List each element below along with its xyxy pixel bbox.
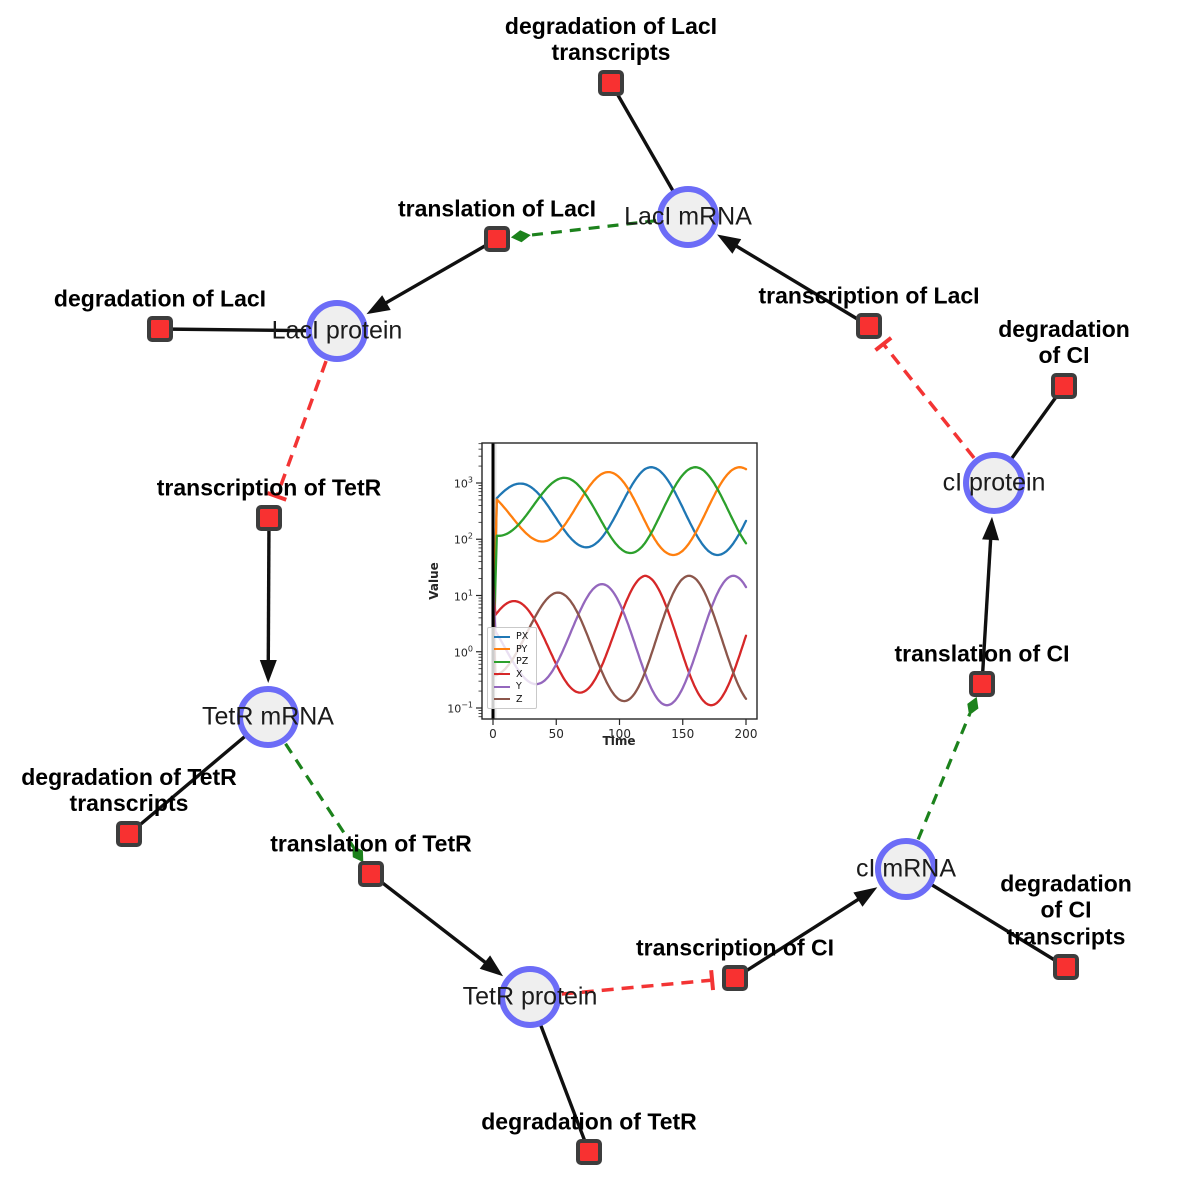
legend-swatch-PZ [494, 660, 510, 663]
edge-ci-mrna-translation-ci [916, 712, 972, 841]
y-tick-label: 102 [453, 531, 473, 547]
timeseries-inset-plot: Value Time PX PY PZ X Y Z 103 102 101 100 10−1 0 50… [425, 435, 775, 770]
reaction-node-transcription-ci[interactable] [722, 965, 748, 991]
edge-tetr-protein-transcription-ci [561, 978, 713, 996]
edge-tetr-mrna-translation-tetr [284, 742, 355, 849]
legend-label: PY [516, 643, 528, 655]
series-line-PY [491, 466, 748, 670]
legend-label: Z [516, 693, 523, 705]
chart-legend: PX PY PZ X Y Z [487, 627, 538, 709]
y-tick-label: 103 [453, 475, 473, 491]
legend-entry-X: X [494, 668, 528, 680]
reaction-node-degradation-ci[interactable] [1051, 373, 1077, 399]
edge-tetr-mrna-translation-tetr-diamond [352, 845, 364, 863]
species-node-laci-protein[interactable] [306, 300, 368, 362]
edge-translation-ci-ci-protein [980, 528, 993, 685]
reaction-node-transcription-laci[interactable] [856, 313, 882, 339]
edge-translation-tetr-tetr-protein [369, 872, 495, 971]
legend-label: PX [516, 631, 529, 642]
legend-entry-Y: Y [494, 682, 528, 692]
reaction-node-degradation-ci-transcripts[interactable] [1053, 954, 1079, 980]
edge-translation-laci-laci-protein-arrowhead [366, 295, 391, 315]
legend-entry-Z: Z [494, 693, 528, 705]
reaction-node-translation-tetr[interactable] [358, 861, 384, 887]
series-line-X [491, 574, 748, 707]
reaction-node-degradation-tetr-transcripts[interactable] [116, 821, 142, 847]
legend-swatch-PX [494, 635, 510, 638]
edge-laci-protein-transcription-tetr-tbar [266, 491, 287, 502]
edge-tetr-protein-transcription-ci-tbar [709, 969, 716, 991]
x-tick-label: 150 [671, 727, 695, 741]
chart-plot-area [476, 442, 758, 725]
reaction-node-translation-ci[interactable] [969, 671, 995, 697]
edge-ci-protein-transcription-laci [881, 342, 976, 460]
edge-transcription-ci-ci-mrna-arrowhead [853, 887, 878, 907]
edge-laci-protein-transcription-tetr [275, 360, 328, 497]
species-node-tetr-protein[interactable] [499, 966, 561, 1028]
legend-entry-PY: PY [494, 643, 528, 655]
y-axis-label: Value [427, 562, 441, 600]
legend-swatch-Z [494, 698, 510, 701]
reaction-node-degradation-laci[interactable] [147, 316, 173, 342]
legend-label: X [516, 668, 523, 680]
series-line-PX [491, 466, 748, 670]
edge-degradation-ci-transcripts-ci-mrna [905, 867, 1067, 969]
x-tick-label: 200 [734, 727, 758, 741]
series-line-PZ [491, 466, 748, 670]
edge-transcription-ci-ci-mrna [734, 892, 869, 980]
edge-ci-mrna-translation-ci-diamond [967, 696, 979, 716]
reaction-node-degradation-laci-transcripts[interactable] [598, 70, 624, 96]
x-tick-label: 100 [608, 727, 631, 741]
species-node-laci-mrna[interactable] [657, 186, 719, 248]
edge-translation-tetr-tetr-protein-arrowhead [479, 955, 504, 977]
y-tick-label: 10−1 [447, 700, 473, 716]
edge-transcription-laci-laci-mrna [726, 239, 870, 328]
species-node-ci-protein[interactable] [963, 452, 1025, 514]
legend-entry-PX: PX [494, 632, 528, 642]
reaction-node-degradation-tetr[interactable] [576, 1139, 602, 1165]
legend-swatch-Y [494, 685, 510, 688]
legend-swatch-PY [494, 648, 510, 651]
legend-label: Y [516, 681, 522, 692]
reaction-node-translation-laci[interactable] [484, 226, 510, 252]
edge-transcription-tetr-tetr-mrna-arrowhead [259, 660, 277, 683]
reaction-node-transcription-tetr[interactable] [256, 505, 282, 531]
x-axis-label: Time [602, 734, 636, 748]
legend-label: PZ [516, 656, 529, 667]
edge-translation-ci-ci-protein-arrowhead [982, 516, 1000, 541]
series-line-Z [491, 574, 748, 703]
edge-laci-mrna-translation-laci-diamond [510, 230, 531, 243]
legend-entry-PZ: PZ [494, 657, 528, 667]
edge-laci-mrna-translation-laci [528, 219, 657, 237]
legend-swatch-X [494, 673, 510, 676]
x-tick-label: 50 [548, 727, 564, 741]
edge-ci-protein-transcription-laci-tbar [874, 336, 893, 352]
edge-translation-laci-laci-protein [376, 237, 498, 310]
edge-transcription-tetr-tetr-mrna [266, 517, 271, 672]
species-node-tetr-mrna[interactable] [237, 686, 299, 748]
y-tick-label: 101 [453, 588, 473, 603]
x-tick-label: 0 [489, 727, 497, 741]
species-node-ci-mrna[interactable] [875, 838, 937, 900]
y-tick-label: 100 [453, 644, 473, 660]
edge-transcription-laci-laci-mrna-arrowhead [717, 234, 742, 254]
plot-frame [481, 442, 758, 720]
